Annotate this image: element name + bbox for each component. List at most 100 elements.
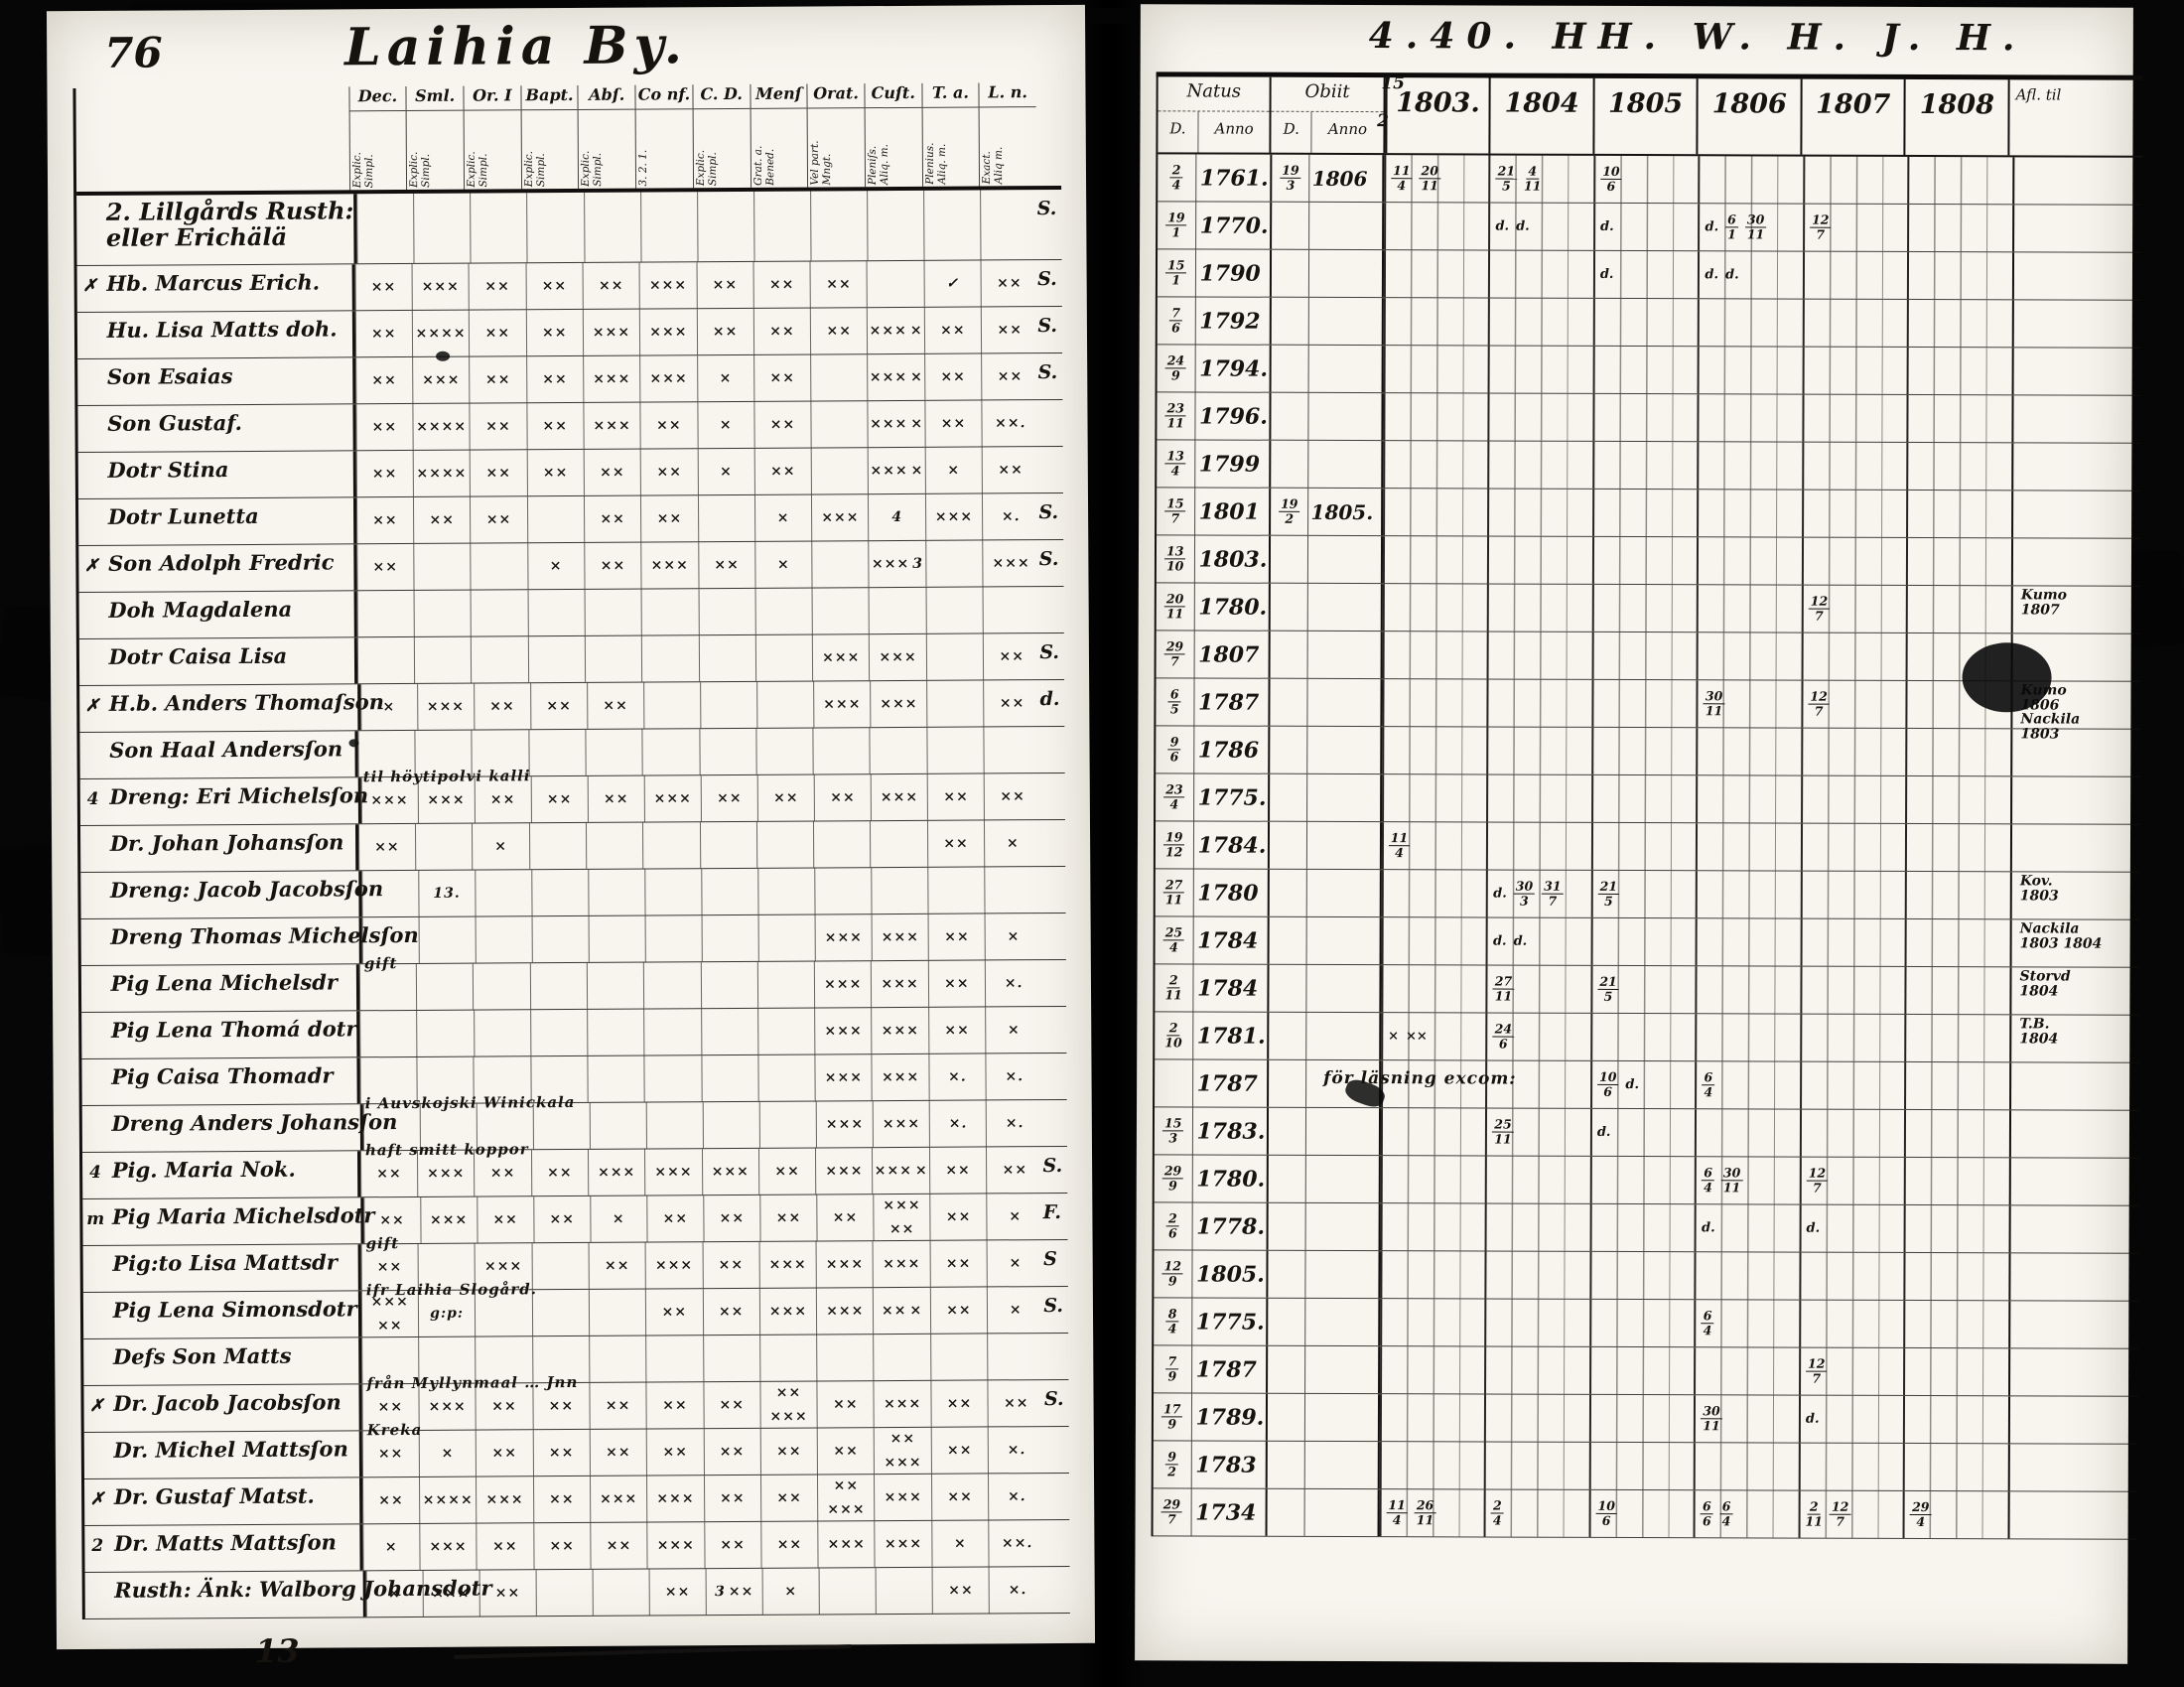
mark-token: ×× xyxy=(600,464,625,481)
mark-token: ×× xyxy=(833,1443,859,1460)
marks-cell: ×× xyxy=(928,1147,987,1194)
marks-cell xyxy=(756,961,815,1008)
mark-token: ×× xyxy=(548,1397,575,1415)
date-fraction: 4 11 xyxy=(1524,164,1542,194)
natus-label: Natus xyxy=(1158,76,1270,112)
marks-cell xyxy=(866,260,924,308)
birth-day-cell: 15 1 xyxy=(1157,249,1196,297)
fraction-numerator: 23 xyxy=(1163,781,1185,797)
marks-cell xyxy=(527,729,586,776)
fraction-denominator: 4 xyxy=(1395,844,1404,860)
remarks-cell xyxy=(2008,1301,2139,1348)
year-marks-cell xyxy=(1381,965,1486,1013)
marks-cell: ×× xyxy=(532,1522,591,1570)
left-page: 76 Laihia By. Dec. Explic. Simpl. Sml. Expl… xyxy=(46,4,1096,1670)
death-year-cell: 1805. xyxy=(1308,488,1384,536)
row-tail-mark xyxy=(1045,1520,1070,1566)
death-day-cell xyxy=(1268,1298,1306,1345)
marks-cell xyxy=(645,1336,703,1382)
marks-cell xyxy=(758,1335,817,1381)
marks-cell: × xyxy=(984,820,1041,867)
date-fraction: 21 5 xyxy=(1495,164,1518,193)
communion-table-header: Natus D. Anno Obiit D. Anno 1803. 15 2 1804… xyxy=(1158,73,2143,158)
fraction-numerator: 19 xyxy=(1165,210,1187,225)
year-marks-cell xyxy=(1904,1014,2010,1062)
year-marks-cell xyxy=(1592,298,1699,347)
marks-cell: ×× xyxy=(583,449,641,495)
birth-day-cell: 19 1 xyxy=(1158,202,1196,249)
marks-cell xyxy=(413,636,472,683)
birth-day-cell: 15 7 xyxy=(1157,488,1195,535)
row-tail-mark: S. xyxy=(1039,640,1060,664)
person-name: Dr. Jacob Jacobsſon xyxy=(113,1389,341,1416)
mark-token: × xyxy=(441,1445,455,1462)
marks-cell: ××× xyxy=(811,634,870,681)
marks-cell xyxy=(698,588,755,635)
death-year-cell xyxy=(1309,297,1384,346)
record-row: Doh Magdalena xyxy=(78,586,1064,640)
marks-cell xyxy=(415,963,474,1010)
marks-cell: ×× xyxy=(468,263,526,310)
year-marks-cell xyxy=(1383,346,1489,393)
name-cell: 2. Lillgårds Rusth: eller Erichälä xyxy=(101,194,357,265)
fraction-numerator: 8 xyxy=(1165,1306,1179,1322)
death-year-cell xyxy=(1304,1488,1380,1537)
fraction-numerator: 6 xyxy=(1701,1308,1714,1324)
marks-cell: ×. xyxy=(988,1474,1045,1520)
fraction-denominator: 3 xyxy=(1520,893,1529,909)
marks-cell: ×× xyxy=(640,495,698,542)
record-row: Pig:to Lisa Mattsdr gift ×× ××× ×× ××× ×× ××× ××… xyxy=(82,1234,1068,1294)
year-marks-cell: 11 4 26 11 xyxy=(1379,1489,1485,1537)
record-row: Dr. Michel Mattsſon Kreka ×× × ×× ×× ×× ×× ×× ×× ×… xyxy=(83,1421,1069,1480)
mark-token: ××. xyxy=(995,415,1026,432)
date-fraction: 10 6 xyxy=(1596,1069,1619,1098)
marks-cell xyxy=(810,354,868,401)
marks-cell: ××× xyxy=(873,1287,930,1335)
mark-token: ××× xyxy=(883,1255,921,1273)
fraction-numerator: 21 xyxy=(1597,974,1619,990)
communion-row: 13 4 1799 xyxy=(1157,440,2142,492)
mark-token: ×× xyxy=(371,419,398,436)
marks-cell: ××× xyxy=(869,633,926,681)
date-fraction: 29 7 xyxy=(1163,638,1186,668)
marks-cell xyxy=(925,540,983,587)
marks-cell xyxy=(929,1334,988,1380)
year-marks-cell xyxy=(1801,633,1907,680)
fraction-denominator: 12 xyxy=(1164,843,1183,859)
year-marks-cell xyxy=(1798,1443,1904,1490)
mark-token: × xyxy=(720,463,733,481)
fraction-denominator: 4 xyxy=(1171,176,1181,192)
mark-token: ×× xyxy=(604,1257,630,1274)
mark-token: ×× xyxy=(489,1165,516,1182)
year-marks-cell xyxy=(1800,918,1906,966)
examination-table-header: Dec. Explic. Simpl. Sml. Explic. Simpl. Or. … xyxy=(75,81,1062,197)
column-header: Bapt. Explic. Simpl. xyxy=(520,84,579,190)
mark-token: ×× xyxy=(826,323,853,340)
margin-mark xyxy=(81,919,107,965)
death-day-cell xyxy=(1269,869,1308,916)
row-tail-mark: S. xyxy=(1037,314,1058,338)
fraction-numerator: 2 xyxy=(1166,1210,1179,1226)
marks-cell xyxy=(470,193,528,263)
marks-cell xyxy=(585,729,642,775)
communion-row: 23 4 1775. xyxy=(1156,773,2141,825)
remarks-cell xyxy=(2008,1110,2140,1158)
year-marks-cell xyxy=(1484,1251,1590,1299)
mark-token: × xyxy=(384,1539,398,1556)
year-marks-cell: 30 11 xyxy=(1694,1395,1799,1443)
year-marks-cell xyxy=(1486,679,1592,727)
margin-mark xyxy=(83,1293,109,1338)
marks-cell: ×××× xyxy=(867,400,925,448)
death-year-cell xyxy=(1305,1298,1381,1346)
date-fraction: 20 11 xyxy=(1419,163,1440,193)
marks-cell: ×× xyxy=(696,261,753,309)
marks-cell xyxy=(813,821,871,868)
marks-cell: ××× xyxy=(811,494,869,541)
fraction-numerator: 17 xyxy=(1161,1401,1183,1417)
mark-token: ××× xyxy=(884,1395,922,1413)
marks-cell: ×× xyxy=(757,1148,816,1195)
death-day-cell xyxy=(1268,1250,1306,1298)
year-marks-cell xyxy=(1695,918,1801,966)
mark-token: ×× xyxy=(719,1443,746,1461)
